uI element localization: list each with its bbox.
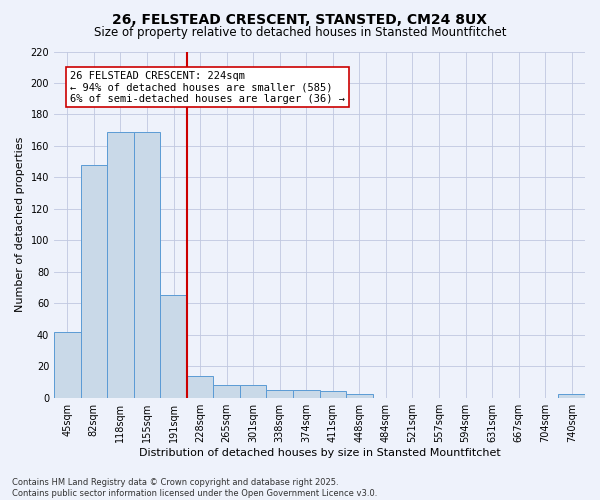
Bar xyxy=(160,296,187,398)
Text: Size of property relative to detached houses in Stansted Mountfitchet: Size of property relative to detached ho… xyxy=(94,26,506,39)
Text: Contains HM Land Registry data © Crown copyright and database right 2025.
Contai: Contains HM Land Registry data © Crown c… xyxy=(12,478,377,498)
Y-axis label: Number of detached properties: Number of detached properties xyxy=(15,137,25,312)
Bar xyxy=(293,390,320,398)
Bar xyxy=(107,132,134,398)
Bar xyxy=(346,394,373,398)
Bar xyxy=(187,376,214,398)
Bar xyxy=(266,390,293,398)
Text: 26 FELSTEAD CRESCENT: 224sqm
← 94% of detached houses are smaller (585)
6% of se: 26 FELSTEAD CRESCENT: 224sqm ← 94% of de… xyxy=(70,70,345,104)
Bar xyxy=(320,392,346,398)
Bar xyxy=(240,385,266,398)
Bar xyxy=(54,332,80,398)
Bar xyxy=(80,165,107,398)
Text: 26, FELSTEAD CRESCENT, STANSTED, CM24 8UX: 26, FELSTEAD CRESCENT, STANSTED, CM24 8U… xyxy=(113,12,487,26)
Bar xyxy=(214,385,240,398)
X-axis label: Distribution of detached houses by size in Stansted Mountfitchet: Distribution of detached houses by size … xyxy=(139,448,500,458)
Bar xyxy=(559,394,585,398)
Bar xyxy=(134,132,160,398)
